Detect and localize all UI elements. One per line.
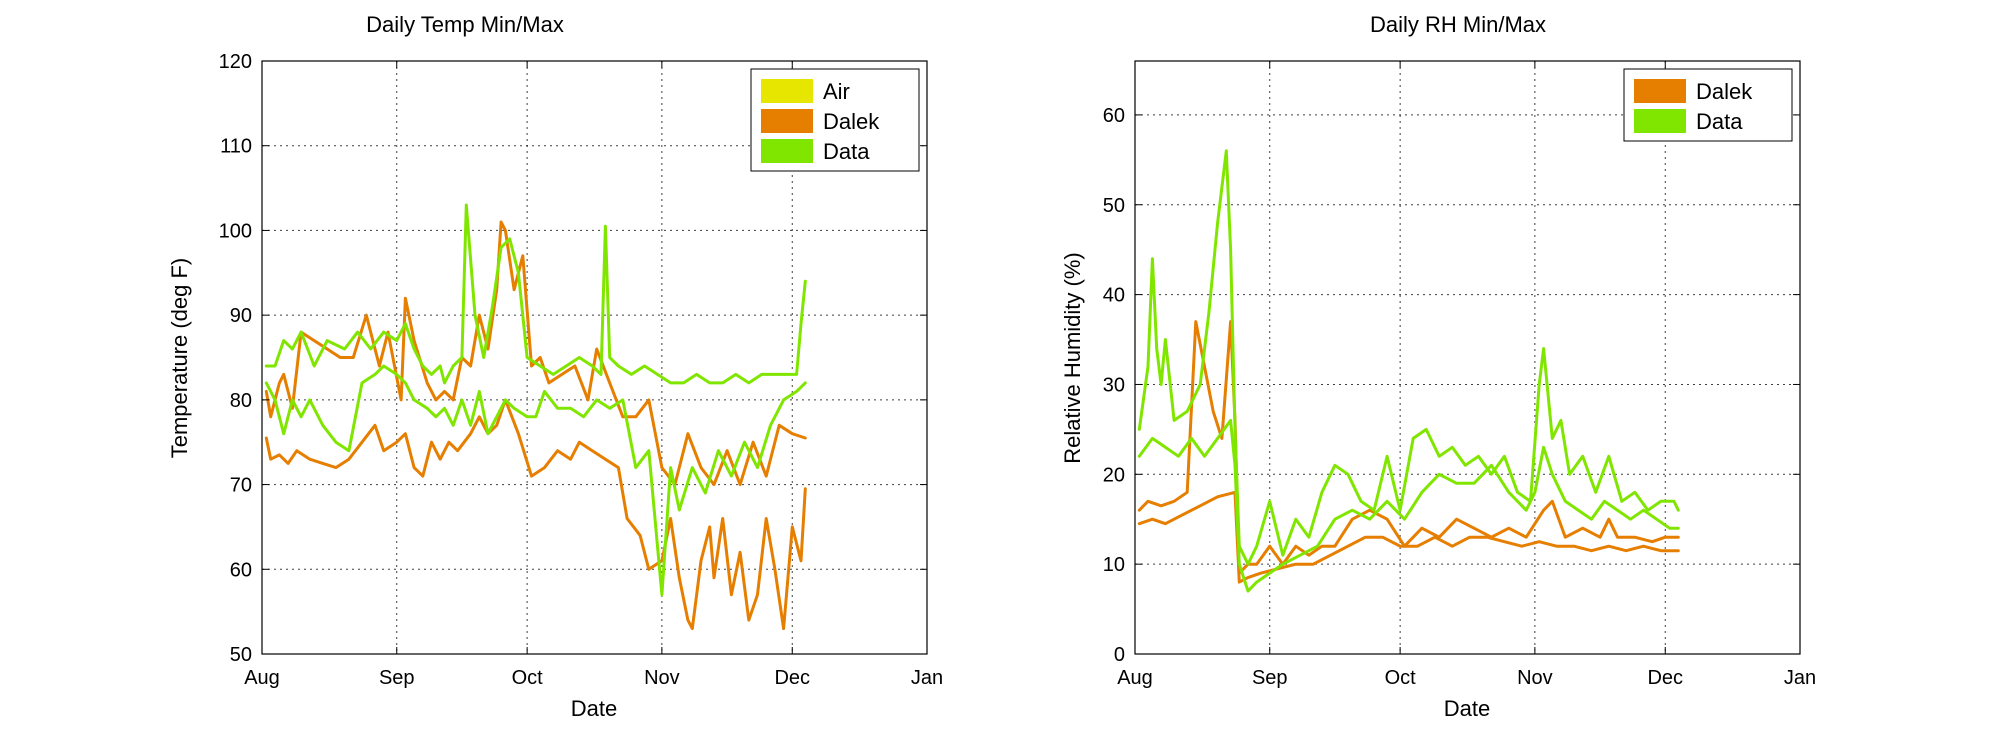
y-tick-label: 10	[1103, 554, 1125, 576]
y-tick-label: 100	[219, 220, 252, 242]
series-group	[264, 203, 807, 631]
y-tick-label: 60	[230, 559, 252, 581]
x-tick-label: Aug	[244, 667, 280, 689]
y-tick-label: 30	[1103, 374, 1125, 396]
y-tick-label: 40	[1103, 285, 1125, 307]
x-tick-label: Oct	[1385, 667, 1417, 689]
axes-frame	[261, 60, 928, 655]
tick-labels: Aug Sep Oct Nov Dec Jan 0 10 20 30 40 50 60	[1103, 61, 1816, 689]
series-group	[1137, 149, 1680, 593]
x-tick-label: Oct	[512, 667, 544, 689]
y-axis-label: Temperature (deg F)	[167, 258, 192, 459]
legend-swatch	[761, 109, 813, 133]
y-tick-label: 50	[230, 644, 252, 666]
legend-label: Data	[823, 139, 870, 164]
y-tick-label: 0	[1114, 644, 1125, 666]
tick-labels: Aug Sep Oct Nov Dec Jan 50 60 70 80 90 100 110 120	[219, 51, 944, 689]
x-tick-label: Sep	[379, 667, 415, 689]
series-data-max	[264, 203, 807, 385]
legend-swatch	[761, 139, 813, 163]
series-data-min	[264, 364, 807, 597]
y-axis-label: Relative Humidity (%)	[1060, 252, 1085, 464]
legend-label: Dalek	[823, 109, 880, 134]
chart-title: Daily Temp Min/Max	[366, 12, 564, 37]
x-tick-label: Nov	[1517, 667, 1553, 689]
legend-label: Data	[1696, 109, 1743, 134]
x-axis-label: Date	[1444, 696, 1490, 721]
x-tick-label: Jan	[911, 667, 943, 689]
axes-frame	[1134, 60, 1801, 655]
y-tick-label: 70	[230, 475, 252, 497]
y-tick-label: 50	[1103, 195, 1125, 217]
grid	[1135, 61, 1800, 654]
y-tick-label: 110	[220, 136, 252, 158]
x-tick-label: Aug	[1117, 667, 1153, 689]
x-tick-label: Nov	[644, 667, 680, 689]
x-tick-label: Dec	[774, 667, 810, 689]
legend: Air Dalek Data	[750, 68, 920, 172]
humidity-chart: Daily RH Min/Max Aug Sep Oct Nov Dec Jan 0 10 20…	[1060, 12, 1816, 721]
series-dalek-min	[264, 398, 807, 631]
x-tick-label: Sep	[1252, 667, 1288, 689]
series-dalek-max	[264, 220, 807, 487]
y-tick-label: 20	[1103, 464, 1125, 486]
series-data-min	[1137, 418, 1680, 593]
chart-title: Daily RH Min/Max	[1370, 12, 1546, 37]
temperature-chart: Daily Temp Min/Max Aug Sep Oct Nov Dec Jan 50 6…	[167, 12, 943, 721]
series-data-max	[1137, 149, 1680, 566]
y-tick-label: 120	[219, 51, 252, 73]
series-dalek-min	[1137, 490, 1680, 584]
x-axis-label: Date	[571, 696, 617, 721]
y-tick-label: 60	[1103, 105, 1125, 127]
legend: Dalek Data	[1623, 68, 1793, 142]
x-tick-label: Dec	[1647, 667, 1683, 689]
legend-swatch	[761, 79, 813, 103]
x-tick-label: Jan	[1784, 667, 1816, 689]
y-tick-label: 90	[230, 305, 252, 327]
legend-swatch	[1634, 79, 1686, 103]
series-dalek-max	[1137, 320, 1680, 575]
legend-label: Air	[823, 79, 850, 104]
y-tick-label: 80	[230, 390, 252, 412]
legend-label: Dalek	[1696, 79, 1753, 104]
legend-swatch	[1634, 109, 1686, 133]
